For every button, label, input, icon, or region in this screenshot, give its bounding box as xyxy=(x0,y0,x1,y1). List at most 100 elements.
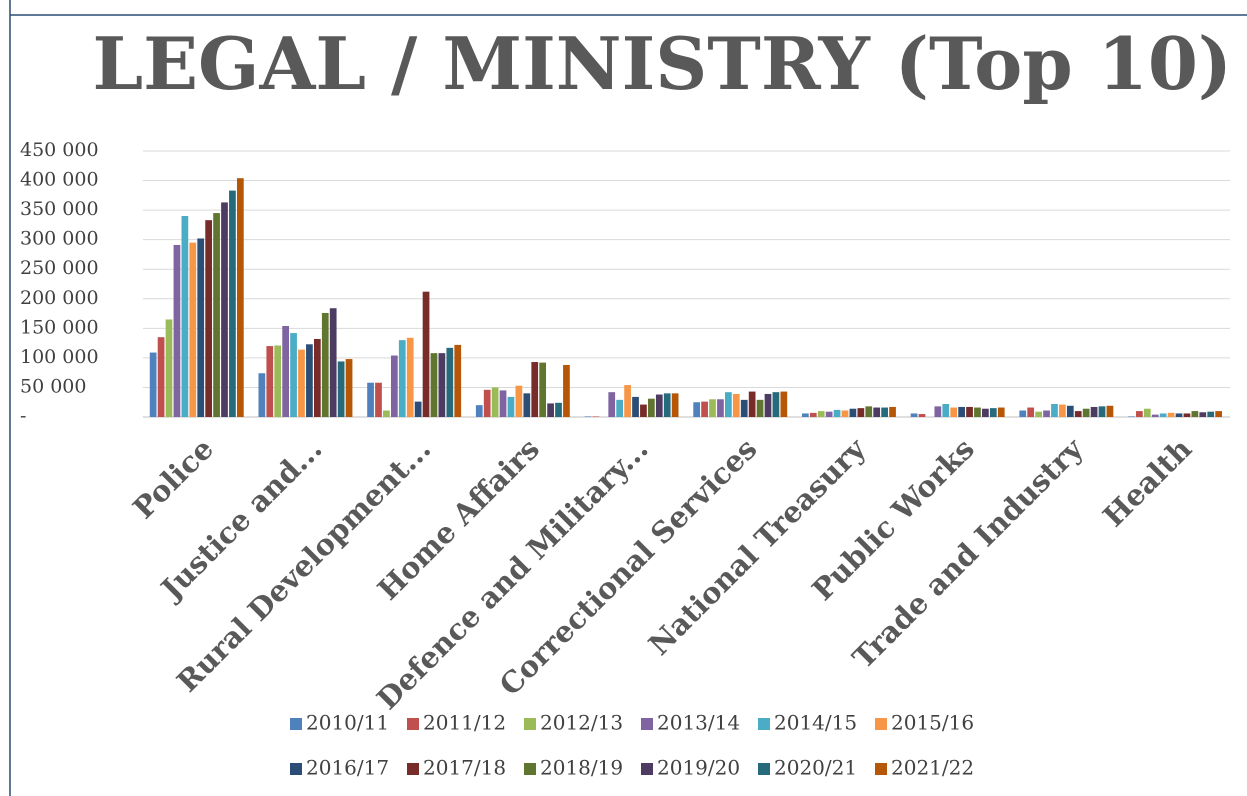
bar xyxy=(499,390,507,417)
bar xyxy=(780,391,788,417)
bar xyxy=(189,242,197,417)
bar xyxy=(632,396,639,417)
bar xyxy=(539,362,547,417)
bar xyxy=(825,411,833,417)
y-tick-label: 200 000 xyxy=(20,287,99,309)
bar xyxy=(197,238,205,417)
bar xyxy=(1066,405,1074,417)
bar xyxy=(398,340,406,417)
bar xyxy=(438,353,446,417)
legend-swatch xyxy=(407,763,419,775)
bar xyxy=(701,401,708,417)
bar xyxy=(205,220,213,417)
bar xyxy=(345,359,353,417)
bar xyxy=(555,402,562,417)
bar xyxy=(709,399,716,417)
bar xyxy=(390,355,398,417)
bar xyxy=(1215,411,1223,417)
bar xyxy=(507,396,515,417)
legend-label: 2020/21 xyxy=(774,756,857,780)
bar xyxy=(236,178,244,417)
bar xyxy=(640,404,647,417)
bar xyxy=(274,345,282,417)
legend-label: 2013/14 xyxy=(657,711,740,735)
bar xyxy=(1191,411,1199,417)
bar xyxy=(934,406,942,417)
bar xyxy=(616,399,624,417)
bar xyxy=(772,392,780,417)
bar xyxy=(740,399,748,417)
bar xyxy=(531,362,539,417)
legend-label: 2012/13 xyxy=(540,711,623,735)
bar xyxy=(523,393,531,417)
bar xyxy=(1027,407,1035,417)
bar xyxy=(592,416,600,417)
bar xyxy=(974,407,981,417)
bar xyxy=(584,416,592,417)
bar xyxy=(1106,405,1114,417)
bar xyxy=(298,349,305,417)
bar xyxy=(367,382,374,417)
bar xyxy=(655,394,663,417)
y-tick-label: 150 000 xyxy=(20,316,99,338)
y-tick-label: 100 000 xyxy=(20,346,99,368)
legend-swatch xyxy=(641,718,653,730)
bar xyxy=(966,406,973,417)
bar xyxy=(958,406,965,417)
bar xyxy=(865,406,873,417)
bar xyxy=(918,414,926,417)
bar xyxy=(910,413,918,417)
bar xyxy=(857,408,865,417)
bar xyxy=(1043,410,1050,417)
bar xyxy=(406,337,414,417)
y-tick-label: 450 000 xyxy=(20,139,99,161)
bar xyxy=(266,346,274,417)
legend-label: 2015/16 xyxy=(891,711,974,735)
bar xyxy=(475,405,483,417)
bar xyxy=(873,407,881,417)
bar xyxy=(1199,412,1207,417)
bar xyxy=(817,411,825,417)
legend-label: 2018/19 xyxy=(540,756,623,780)
bar xyxy=(229,190,236,417)
bar xyxy=(756,399,764,417)
bar xyxy=(173,244,181,417)
bar xyxy=(454,344,462,417)
legend-swatch xyxy=(407,718,419,730)
bar xyxy=(313,338,321,417)
bar xyxy=(181,216,189,417)
x-tick-label: Police xyxy=(126,432,220,526)
bar xyxy=(1151,414,1159,417)
bar xyxy=(483,389,491,417)
bar xyxy=(717,399,724,417)
bar xyxy=(282,325,289,417)
bar xyxy=(547,403,554,417)
bar xyxy=(491,387,499,417)
y-tick-label: 400 000 xyxy=(20,169,99,191)
x-tick-label: Health xyxy=(1096,432,1198,534)
bar xyxy=(375,382,382,417)
bar xyxy=(290,333,297,417)
bar xyxy=(671,393,679,417)
bar xyxy=(624,385,631,417)
bar xyxy=(1035,411,1042,417)
legend-swatch xyxy=(758,763,770,775)
bar xyxy=(213,213,220,417)
bar xyxy=(1175,413,1183,417)
bar xyxy=(1074,411,1082,417)
bar xyxy=(950,407,958,417)
legend-label: 2011/12 xyxy=(423,711,506,735)
legend-swatch xyxy=(290,763,302,775)
bar xyxy=(889,406,896,417)
bar xyxy=(724,392,732,417)
bar xyxy=(1098,406,1106,417)
bar xyxy=(221,202,228,417)
bar xyxy=(608,392,616,417)
y-tick-label: 350 000 xyxy=(20,198,99,220)
bar xyxy=(157,337,165,417)
bar xyxy=(515,385,523,417)
legend-label: 2017/18 xyxy=(423,756,506,780)
bar xyxy=(841,410,849,417)
y-tick-label: 300 000 xyxy=(20,228,99,250)
